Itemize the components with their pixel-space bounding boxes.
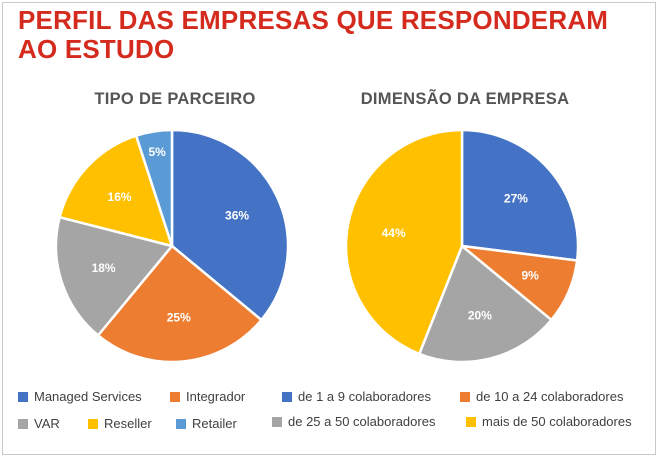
legend-item-managed-services: Managed Services <box>18 389 142 405</box>
data-label-reseller: 16% <box>108 190 132 204</box>
data-label-retailer: 5% <box>148 145 166 159</box>
pie-slice-integrador <box>96 244 263 364</box>
legend-label: de 25 a 50 colaboradores <box>288 414 436 429</box>
legend-swatch <box>272 417 282 427</box>
legend-swatch <box>88 419 98 429</box>
legend-label: Reseller <box>104 416 152 431</box>
legend-swatch <box>282 392 292 402</box>
pie-slice-var <box>54 215 174 337</box>
legend-item-reseller: Reseller <box>88 416 152 432</box>
legend-label: de 1 a 9 colaboradores <box>298 389 431 404</box>
legend-swatch <box>460 392 470 402</box>
legend-label: mais de 50 colaboradores <box>482 414 632 429</box>
data-label-de-25-a-50-colaboradores: 20% <box>468 309 492 323</box>
pie-title-tipo-de-parceiro: TIPO DE PARCEIRO <box>94 90 256 108</box>
data-label-de-1-a-9-colaboradores: 27% <box>504 191 528 205</box>
legend-swatch <box>170 392 180 402</box>
pie-slice-mais-de-50-colaboradores <box>344 128 464 356</box>
data-label-integrador: 25% <box>167 311 191 325</box>
legend-label: Retailer <box>192 416 237 431</box>
data-label-mais-de-50-colaboradores: 44% <box>382 226 406 240</box>
legend-swatch <box>18 392 28 402</box>
legend-label: Integrador <box>186 389 246 404</box>
pie-title-dimensao-da-empresa: DIMENSÃO DA EMPRESA <box>360 90 570 108</box>
legend-item-de-25-a-50-colaboradores: de 25 a 50 colaboradores <box>272 414 435 430</box>
data-label-de-10-a-24-colaboradores: 9% <box>521 268 539 282</box>
data-label-var: 18% <box>92 261 116 275</box>
legend-label: de 10 a 24 colaboradores <box>476 389 624 404</box>
legend-item-de-10-a-24-colaboradores: de 10 a 24 colaboradores <box>460 389 623 405</box>
legend-item-mais-de-50-colaboradores: mais de 50 colaboradores <box>466 414 632 430</box>
legend-label: Managed Services <box>34 389 142 404</box>
pie-slice-managed-services <box>170 128 290 322</box>
legend-swatch <box>176 419 186 429</box>
pie-slice-retailer <box>134 128 174 248</box>
legend-swatch <box>18 419 28 429</box>
pie-slice-de-1-a-9-colaboradores <box>460 128 580 262</box>
legend-label: VAR <box>34 416 60 431</box>
legend-item-retailer: Retailer <box>176 416 237 432</box>
legend-swatch <box>466 417 476 427</box>
legend-item-var: VAR <box>18 416 60 432</box>
figure-title: PERFIL DAS EMPRESAS QUE RESPONDERAM AO E… <box>18 5 609 64</box>
data-label-managed-services: 36% <box>225 208 249 222</box>
legend-item-integrador: Integrador <box>170 389 245 405</box>
legend-item-de-1-a-9-colaboradores: de 1 a 9 colaboradores <box>282 389 431 405</box>
pie-slice-de-25-a-50-colaboradores <box>418 244 553 364</box>
